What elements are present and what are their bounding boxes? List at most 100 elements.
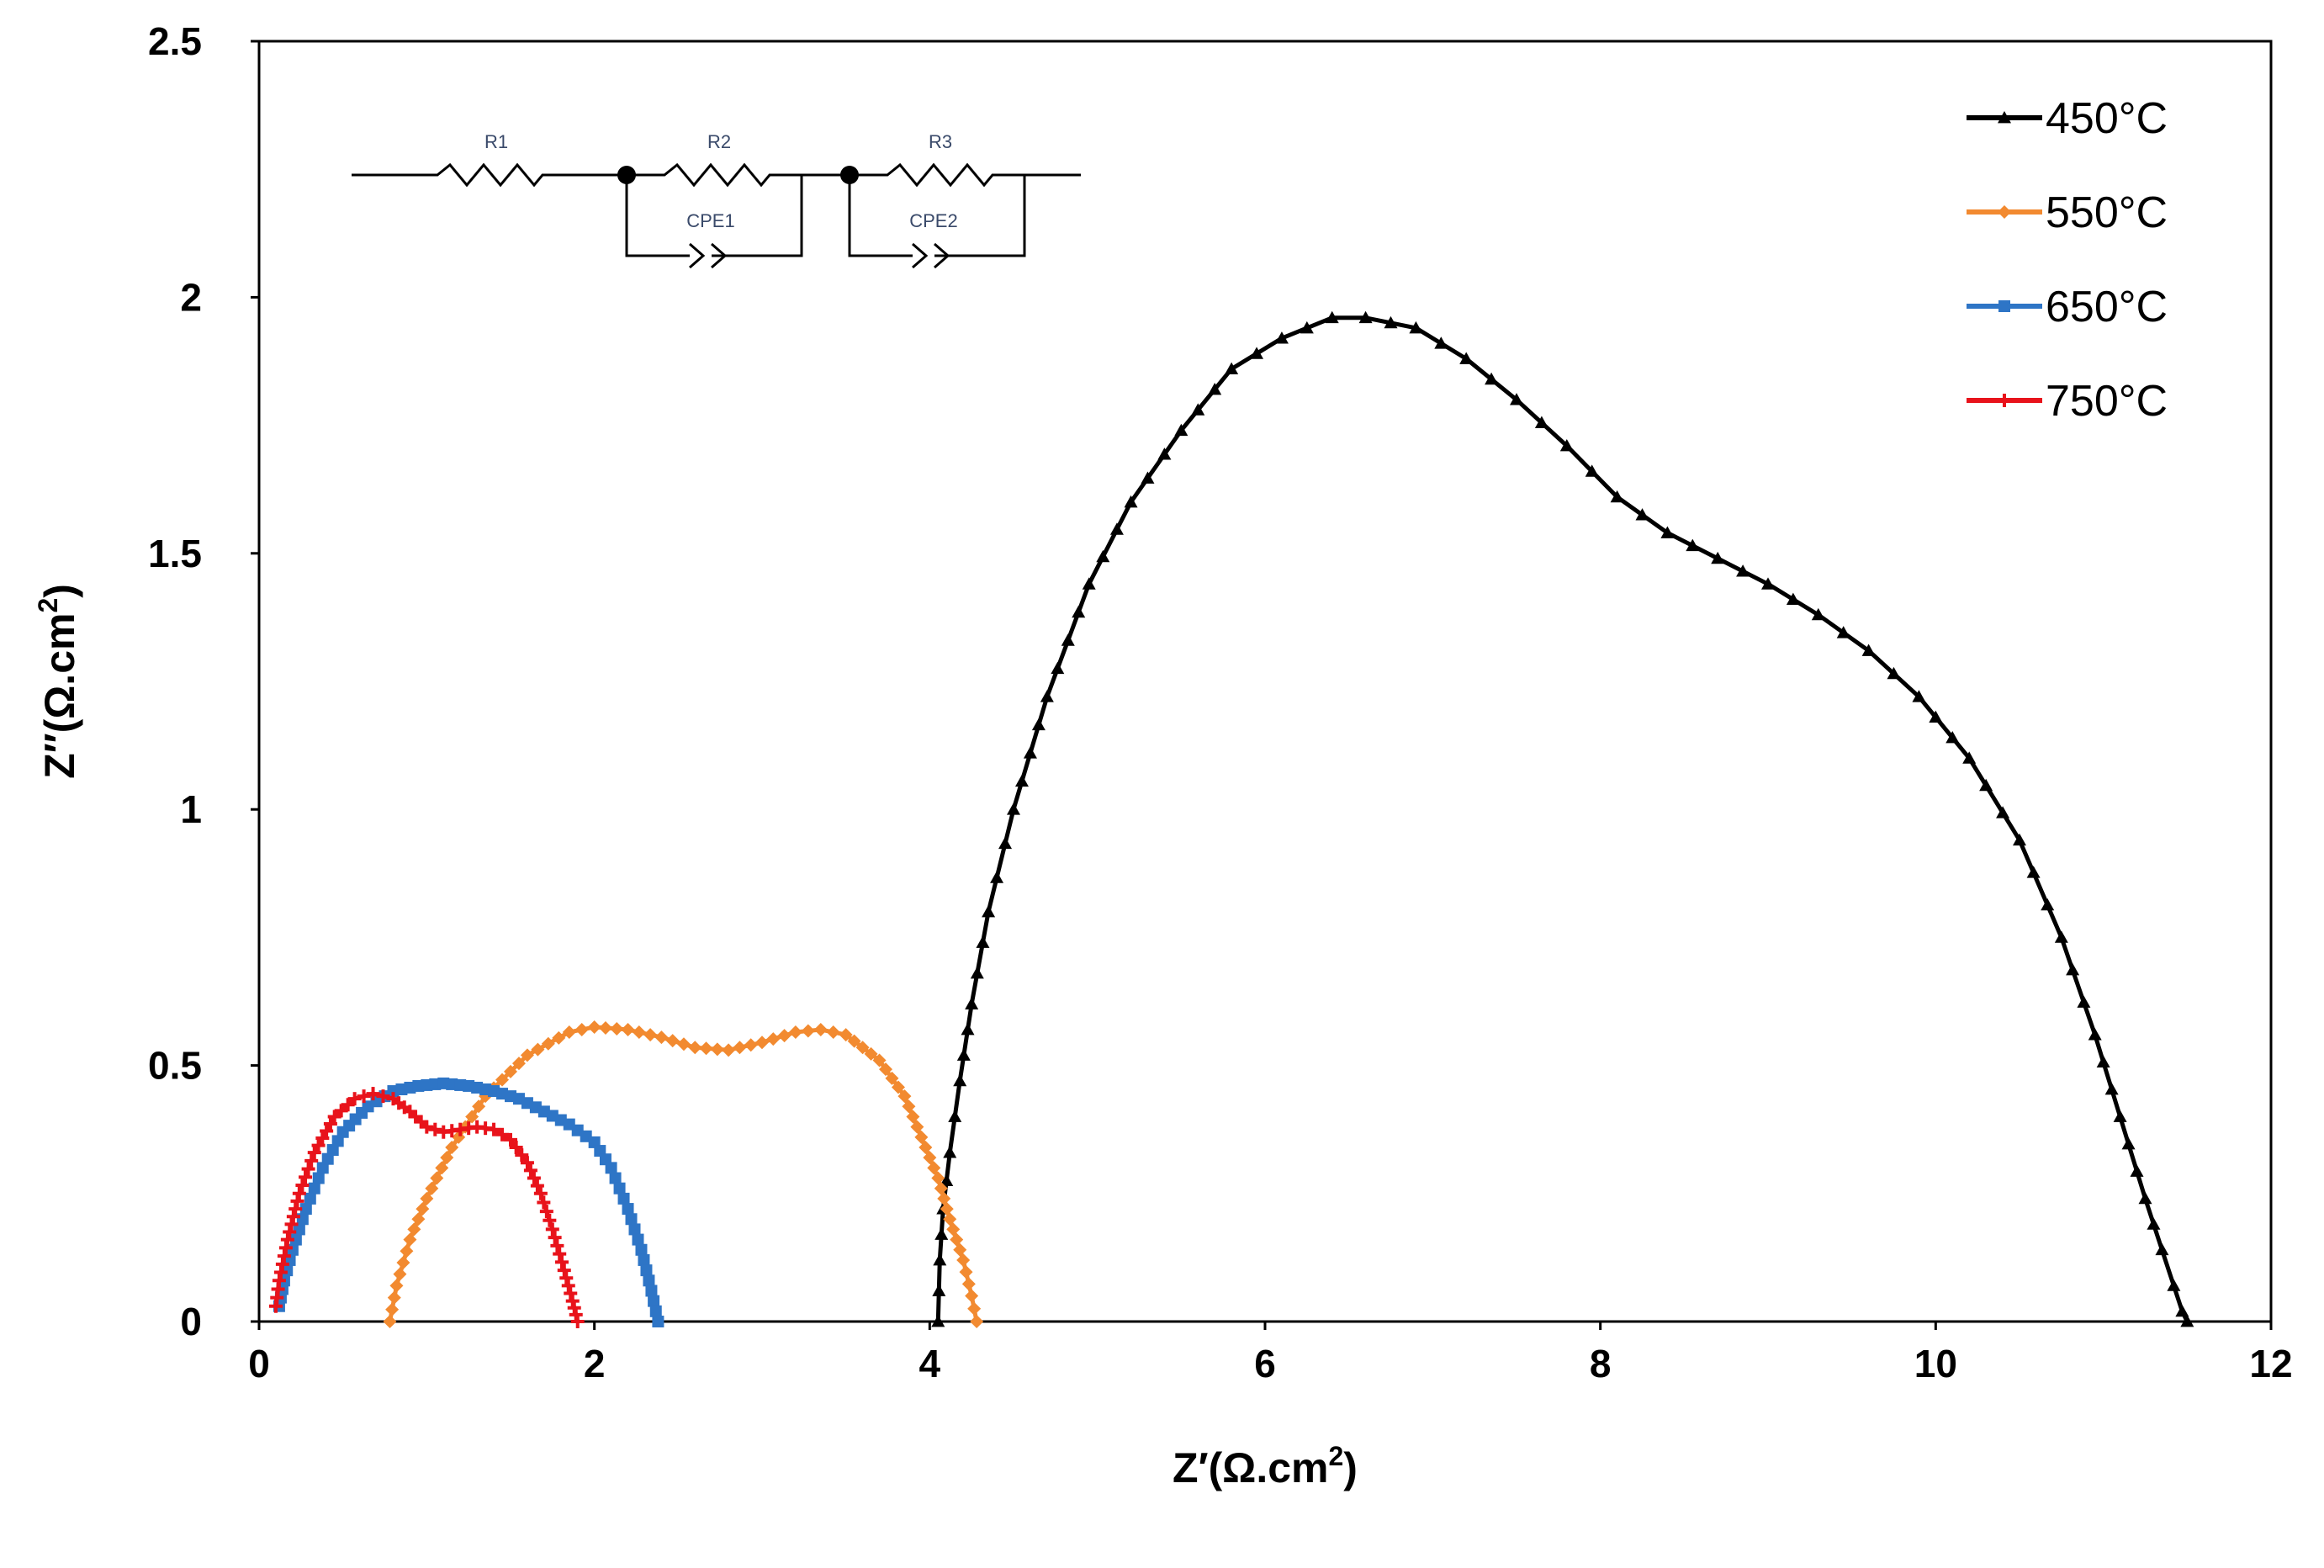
data-point <box>495 1127 510 1142</box>
data-point <box>1082 577 1096 590</box>
data-point <box>495 1073 510 1087</box>
data-point <box>931 1315 945 1327</box>
data-point <box>531 1042 545 1057</box>
data-point <box>509 1141 523 1155</box>
data-point <box>652 1316 664 1327</box>
data-point <box>998 836 1013 850</box>
circuit-cpe1-symbol <box>689 242 706 269</box>
data-point <box>387 1290 401 1305</box>
data-point <box>638 1253 650 1266</box>
circuit-wire-cpe2-out <box>934 175 1026 257</box>
circuit-wire-cpe2 <box>848 175 913 257</box>
data-point <box>308 1182 320 1195</box>
y-tick-label: 0 <box>180 1300 202 1343</box>
legend-marker <box>1998 394 2011 407</box>
data-point <box>1023 746 1037 759</box>
data-point <box>292 1186 306 1200</box>
data-point <box>1711 551 1725 564</box>
data-point <box>755 1036 769 1050</box>
data-point <box>1274 331 1289 344</box>
data-point <box>311 1138 326 1152</box>
data-point <box>553 1247 567 1261</box>
data-point <box>1945 730 1960 744</box>
data-point <box>1325 310 1339 324</box>
circuit-wire-cpe1-out <box>712 175 803 257</box>
data-point <box>487 1122 501 1136</box>
data-point <box>326 1144 339 1157</box>
data-point <box>1157 448 1172 460</box>
data-point <box>2088 1028 2102 1041</box>
data-point <box>1979 778 1993 792</box>
data-point <box>654 1030 669 1045</box>
y-tick-label: 2.5 <box>148 19 202 63</box>
data-point <box>665 1034 680 1048</box>
data-point <box>1559 438 1574 452</box>
data-point <box>953 1073 967 1087</box>
circuit-label-cpe1: CPE1 <box>686 210 734 231</box>
data-point <box>640 1264 653 1277</box>
data-point <box>283 1225 297 1239</box>
data-point <box>2155 1242 2169 1256</box>
data-point <box>1007 803 1020 815</box>
y-tick-label: 2 <box>180 275 202 319</box>
data-point <box>2138 1191 2152 1205</box>
data-point <box>289 1233 302 1246</box>
data-point <box>934 1181 948 1195</box>
data-point <box>552 1030 566 1045</box>
data-point <box>396 1255 410 1269</box>
data-point <box>284 1217 299 1232</box>
data-point <box>967 1301 982 1316</box>
data-point <box>428 1122 442 1136</box>
data-point <box>710 1042 724 1057</box>
data-point <box>562 1025 576 1040</box>
data-point <box>1434 336 1448 349</box>
data-point <box>430 1171 444 1185</box>
circuit-label-r1: R1 <box>484 131 508 152</box>
data-point <box>435 1161 449 1175</box>
data-point <box>2175 1304 2189 1317</box>
data-point <box>699 1041 713 1056</box>
x-tick-label: 0 <box>248 1342 270 1385</box>
data-point <box>931 1171 945 1185</box>
data-point <box>2180 1315 2194 1327</box>
x-tick-label: 4 <box>919 1342 941 1385</box>
data-point <box>1786 592 1800 605</box>
data-point <box>376 1089 390 1104</box>
data-point <box>1887 666 1901 680</box>
data-point <box>2013 833 2026 846</box>
data-point <box>561 1279 575 1293</box>
data-point <box>2113 1110 2127 1122</box>
data-point <box>1061 633 1075 646</box>
data-point <box>1996 806 2010 818</box>
data-point <box>632 1233 644 1246</box>
data-point <box>643 1274 655 1287</box>
data-point <box>722 1043 736 1057</box>
data-point <box>1736 564 1750 577</box>
data-point <box>609 1172 622 1184</box>
data-point <box>648 1295 660 1307</box>
x-tick-label: 2 <box>584 1342 606 1385</box>
data-point <box>2077 995 2091 1008</box>
data-point <box>295 1179 310 1193</box>
data-point <box>744 1038 758 1052</box>
data-point <box>366 1087 380 1101</box>
data-point <box>617 1192 630 1205</box>
data-point <box>1686 538 1700 552</box>
data-point <box>465 1110 479 1124</box>
data-point <box>940 1173 954 1186</box>
data-point <box>299 1203 312 1216</box>
data-point <box>545 1222 559 1237</box>
x-tick-label: 8 <box>1590 1342 1612 1385</box>
data-point <box>1660 526 1675 538</box>
data-point <box>621 1022 635 1036</box>
data-point <box>918 1141 933 1155</box>
data-point <box>286 1210 300 1224</box>
data-point <box>933 1253 947 1266</box>
data-point <box>574 1022 589 1036</box>
data-point <box>733 1041 747 1055</box>
series-layer <box>268 310 2194 1328</box>
data-point <box>527 1171 541 1185</box>
data-point <box>548 1231 562 1245</box>
data-point <box>891 1080 905 1094</box>
